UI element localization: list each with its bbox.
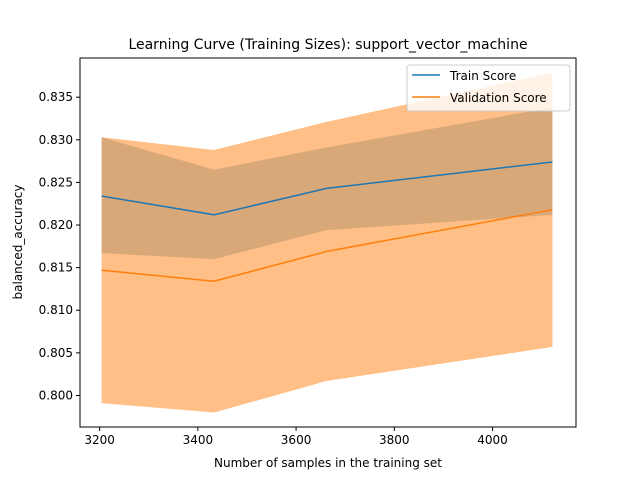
y-tick-label: 0.800 (39, 388, 73, 402)
x-axis-label: Number of samples in the training set (214, 456, 442, 470)
y-tick-label: 0.805 (39, 346, 73, 360)
x-tick-label: 3800 (379, 433, 410, 447)
confidence-bands (101, 72, 553, 413)
y-tick-label: 0.835 (39, 90, 73, 104)
confidence-band-validation (101, 72, 553, 413)
y-tick-label: 0.815 (39, 261, 73, 275)
y-tick-label: 0.820 (39, 218, 73, 232)
series-lines (101, 161, 553, 283)
x-tick-label: 3600 (281, 433, 312, 447)
y-tick-label: 0.825 (39, 175, 73, 189)
legend: Train Score Validation Score (406, 64, 571, 112)
y-tick-label: 0.810 (39, 303, 73, 317)
x-tick-label: 3400 (183, 433, 214, 447)
legend-label-train: Train Score (449, 69, 516, 83)
legend-box (406, 64, 571, 112)
y-tick-label: 0.830 (39, 133, 73, 147)
series-line-validation (101, 208, 553, 283)
legend-label-validation: Validation Score (450, 91, 547, 105)
plot-frame (79, 57, 577, 428)
x-tick-label: 4000 (477, 433, 508, 447)
x-tick-label: 3200 (84, 433, 115, 447)
y-axis-ticks: 0.800 0.805 0.810 0.815 0.820 0.825 0.830 0.835 (39, 90, 80, 402)
x-axis-ticks: 3200 3400 3600 3800 4000 (84, 427, 508, 447)
series-line-train (101, 161, 553, 216)
chart-title: Learning Curve (Training Sizes): support… (128, 37, 527, 53)
y-axis-label: balanced_accuracy (11, 184, 25, 299)
